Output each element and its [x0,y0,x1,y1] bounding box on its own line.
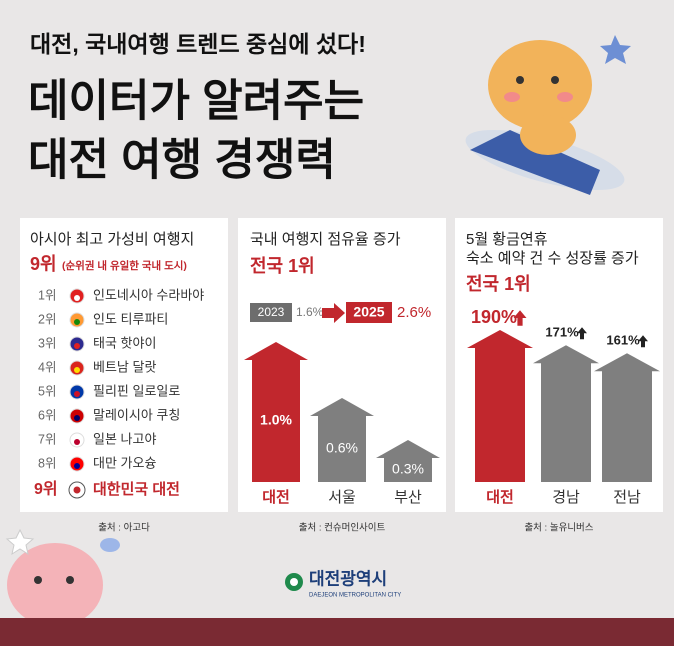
flag-detail [74,439,80,445]
highlight-name: 대한민국 대전 [93,481,180,498]
panel-title: 아시아 최고 가성비 여행지 [30,231,194,248]
panel [20,218,228,512]
year-box [250,303,292,322]
year-value: 2.6% [397,304,431,321]
rank-number: 2위 [38,312,56,326]
value-label: 171% [545,325,579,340]
rank-number: 4위 [38,360,56,374]
panel-title: 숙소 예약 건 수 성장률 증가 [466,250,639,267]
headline: 전국 1위 [466,274,531,294]
bar [310,398,374,482]
logo [285,573,303,591]
flag-detail [74,295,80,301]
year: 2025 [353,304,384,320]
rank-name: 베트남 달랏 [93,359,156,374]
rank-name: 일본 나고야 [93,431,156,446]
rank-name: 인도 티루파티 [93,311,168,326]
source: 출처 : 컨슈머인사이트 [299,522,386,534]
rank-name: 대만 가오슝 [93,455,156,470]
rank-name: 필리핀 일로일로 [93,383,180,398]
up-arrow [638,335,648,348]
up-arrow [577,327,587,340]
bar [376,440,440,482]
category-label: 전남 [613,489,641,506]
arrow [322,303,345,323]
year-value: 1.6% [296,305,324,319]
flag-detail [73,486,81,494]
title-line: 대전 여행 경쟁력 [28,136,336,185]
value-label: 0.6% [326,440,358,456]
bar [594,353,660,482]
flag-detail [74,415,80,421]
character [5,528,120,627]
up-arrow [513,310,527,326]
source: 출처 : 아고다 [98,522,150,534]
rank-number: 3위 [38,336,56,350]
rank-number: 5위 [38,384,56,398]
category-label: 경남 [552,489,580,506]
rank-name: 인도네시아 수라바야 [93,287,204,302]
flag-detail [74,463,80,469]
rank-number: 6위 [38,408,56,422]
bar [533,345,599,482]
rank: 9위 [30,254,57,274]
year: 2023 [258,305,285,319]
highlight-rank: 9위 [34,480,58,498]
category-label: 서울 [328,489,356,506]
value-label: 161% [606,333,640,348]
footer-band [0,618,674,646]
rank-name: 말레이시아 쿠칭 [93,407,180,422]
rank-number: 7위 [38,432,56,446]
title-line: 데이터가 알려주는 [28,77,364,126]
category-label: 대전 [486,489,514,506]
rank-name: 태국 핫야이 [93,335,156,350]
flag-detail [74,343,80,349]
category-label: 부산 [394,489,422,506]
rank-number: 8위 [38,456,56,470]
panel-title: 5월 황금연휴 [466,231,548,248]
value-label: 0.3% [392,461,424,477]
source: 출처 : 놀유니버스 [524,522,593,534]
value-label: 1.0% [260,412,292,428]
year-box [346,302,392,323]
flag-detail [74,391,80,397]
character [465,35,631,195]
panel-title: 국내 여행지 점유율 증가 [250,231,401,248]
category-label: 대전 [262,489,290,506]
subtitle: 대전, 국내여행 트렌드 중심에 섰다! [30,31,366,57]
flag-detail [74,367,80,373]
logo-english: DAEJEON METROPOLITAN CITY [309,593,401,599]
rank-number: 1위 [38,288,56,302]
bar [467,330,533,482]
bar [244,342,308,482]
headline: 전국 1위 [250,256,315,276]
logo-name: 대전광역시 [309,569,387,588]
rank-note: (순위권 내 유일한 국내 도시) [62,259,187,272]
value-label: 190% [471,307,517,327]
flag-detail [74,319,80,325]
